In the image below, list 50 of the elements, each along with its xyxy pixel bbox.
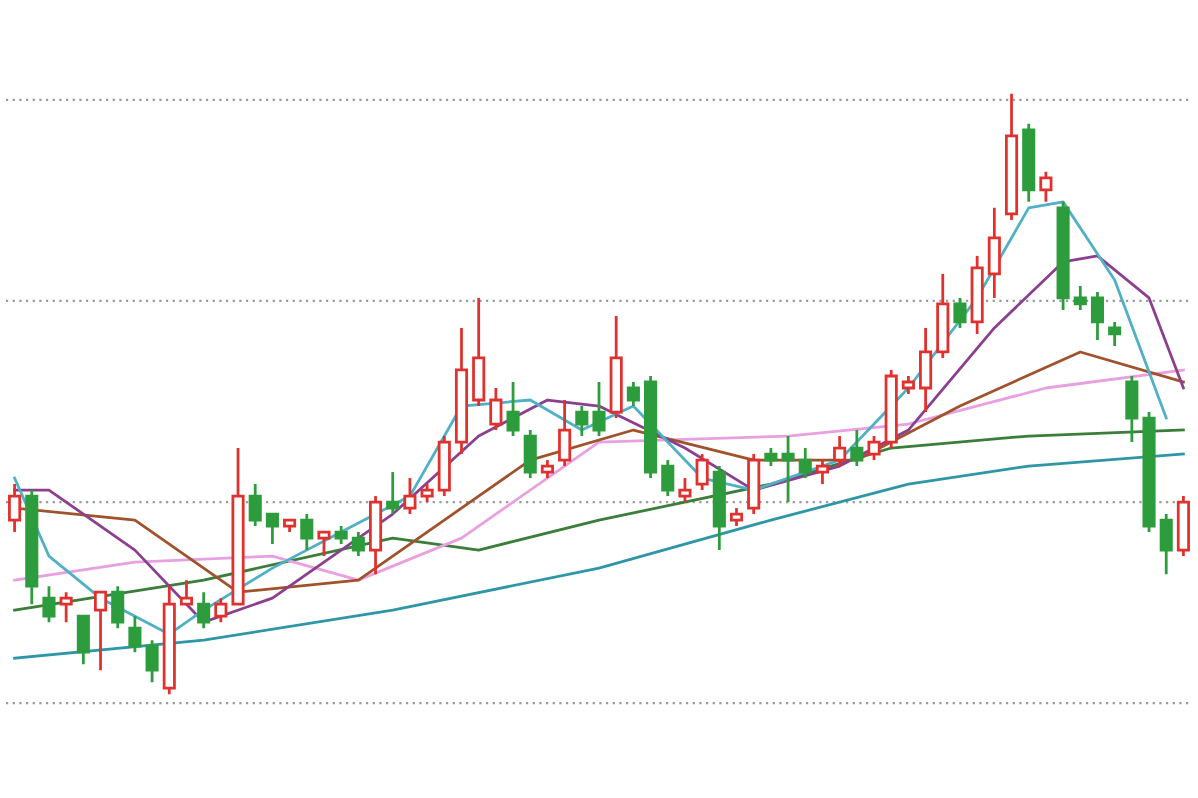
candlestick: [506, 380, 520, 438]
candlestick: [867, 434, 881, 462]
candlestick: [317, 530, 331, 558]
candlestick: [76, 614, 90, 666]
candlestick: [403, 476, 417, 516]
candlestick: [265, 512, 279, 546]
candlestick: [179, 578, 194, 606]
candlestick: [523, 428, 537, 480]
candlestick: [850, 428, 864, 468]
candlestick: [678, 476, 692, 504]
candlestick: [1125, 374, 1139, 444]
candlestick: [214, 596, 228, 624]
candlestick: [1039, 170, 1053, 204]
candlestick: [8, 482, 22, 534]
candlestick: [592, 380, 606, 438]
candlestick: [351, 530, 365, 558]
candlestick: [575, 404, 589, 438]
candlestick: [386, 470, 400, 516]
candlestick: [59, 590, 73, 624]
candlestick: [815, 458, 829, 486]
candlestick: [695, 452, 709, 492]
candlestick: [472, 296, 486, 408]
candlestick: [729, 506, 744, 528]
candlestick: [300, 512, 314, 552]
candlestick: [833, 434, 847, 468]
candlestick: [42, 584, 56, 624]
candlestick: [798, 446, 812, 480]
candlestick: [987, 206, 1001, 300]
candlestick: [489, 386, 503, 432]
candlestick: [1159, 512, 1173, 576]
candlestick: [764, 446, 778, 468]
candlestick: [145, 638, 159, 684]
candlestick: [93, 590, 108, 672]
candlestick: [558, 398, 572, 468]
candlestick: [953, 296, 967, 330]
candlestick: [334, 524, 348, 546]
candlestick: [781, 434, 795, 504]
candlestick: [1090, 290, 1105, 342]
candlestick: [111, 584, 125, 630]
candlestick: [1108, 320, 1122, 348]
candlestick: [420, 482, 434, 504]
candlestick: [919, 326, 933, 414]
candlestick: [128, 614, 142, 654]
candlestick: [626, 380, 640, 408]
candlestick: [901, 374, 915, 396]
candlestick: [661, 458, 675, 498]
candlestick: [1073, 284, 1087, 312]
candlestick: [540, 458, 554, 480]
candlestick: [248, 482, 262, 528]
candlestick: [197, 590, 211, 630]
